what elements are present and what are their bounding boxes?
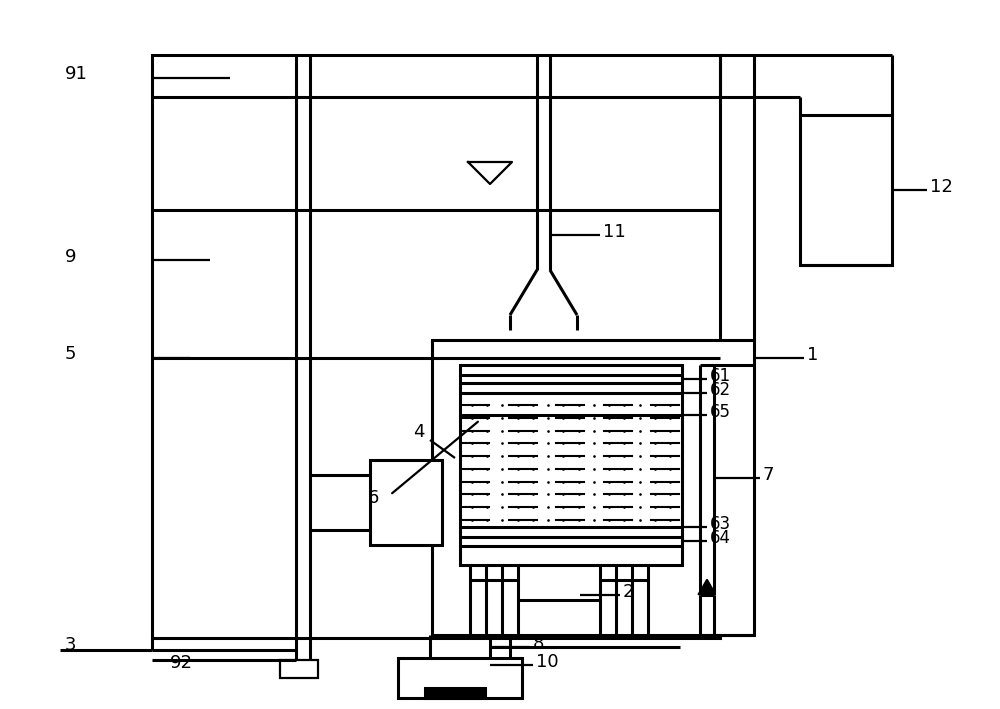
Text: 8: 8 <box>533 635 544 653</box>
Text: 91: 91 <box>65 65 88 83</box>
Bar <box>425 688 485 698</box>
Text: 5: 5 <box>65 345 76 363</box>
Text: 7: 7 <box>763 466 774 484</box>
Bar <box>152 55 720 638</box>
Text: 64: 64 <box>710 529 731 547</box>
Text: 10: 10 <box>536 653 559 671</box>
Bar <box>432 340 754 635</box>
Text: 65: 65 <box>710 403 731 421</box>
Text: 2: 2 <box>623 583 635 601</box>
Polygon shape <box>699 580 715 594</box>
Text: 11: 11 <box>603 223 626 241</box>
Bar <box>800 115 892 265</box>
Text: 6: 6 <box>368 489 379 507</box>
Text: 92: 92 <box>170 654 193 672</box>
Text: 62: 62 <box>710 381 731 399</box>
Text: 3: 3 <box>65 636 76 654</box>
Text: 63: 63 <box>710 515 731 533</box>
Text: 1: 1 <box>807 346 818 364</box>
Text: 4: 4 <box>413 423 424 441</box>
Text: 61: 61 <box>710 367 731 385</box>
Text: 12: 12 <box>930 178 953 196</box>
Text: 9: 9 <box>65 248 76 266</box>
Bar <box>398 658 522 698</box>
Bar <box>370 460 442 545</box>
Bar <box>460 365 682 565</box>
Bar <box>280 660 318 678</box>
